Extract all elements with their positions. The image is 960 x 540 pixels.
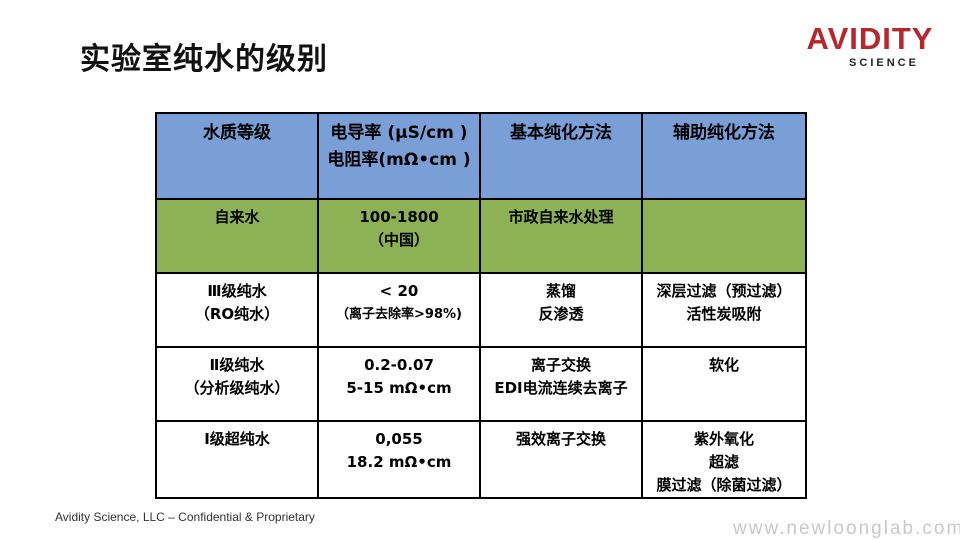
table-cell: 紫外氧化 超滤 膜过滤（除菌过滤） (641, 420, 807, 499)
table-cell: 市政自来水处理 (479, 198, 643, 274)
logo-wordmark: AVIDITY (806, 21, 934, 56)
table-cell: Ⅰ级超纯水 (155, 420, 319, 499)
header-grade: 水质等级 (155, 112, 319, 200)
cell-text: 强效离子交换 (515, 430, 606, 448)
cell-text: （分析级纯水） (184, 379, 290, 397)
header-text: 辅助纯化方法 (673, 123, 775, 143)
table-header-row: 水质等级 电导率 (μS/cm ) 电阻率(mΩ•cm ) 基本纯化方法 辅助纯… (155, 112, 807, 200)
header-text: 基本纯化方法 (510, 123, 612, 143)
cell-text: （RO纯水） (194, 305, 280, 323)
cell-text: Ⅰ级超纯水 (204, 430, 270, 448)
cell-text: 自来水 (214, 208, 260, 226)
table-cell: 蒸馏 反渗透 (479, 272, 643, 348)
avidity-logo: AVIDITY SCIENCE (800, 21, 940, 70)
table-cell: 深层过滤（预过滤） 活性炭吸附 (641, 272, 807, 348)
table-cell: 100-1800 （中国） (317, 198, 481, 274)
table-row: Ⅲ级纯水 （RO纯水） < 20 （离子去除率>98%) 蒸馏 反渗透 深层过滤… (155, 272, 807, 348)
cell-text: Ⅱ级纯水 (209, 356, 265, 374)
table-cell: Ⅲ级纯水 （RO纯水） (155, 272, 319, 348)
page-title: 实验室纯水的级别 (80, 42, 328, 77)
cell-text: 紫外氧化 (693, 430, 754, 448)
table-cell (641, 198, 807, 274)
footer-confidential: Avidity Science, LLC – Confidential & Pr… (55, 510, 315, 524)
cell-text: 超滤 (708, 453, 739, 471)
logo-subtitle: SCIENCE (849, 57, 919, 69)
header-conductivity: 电导率 (μS/cm ) 电阻率(mΩ•cm ) (317, 112, 481, 200)
table-cell: 自来水 (155, 198, 319, 274)
cell-text: （中国） (368, 231, 429, 249)
header-text: 电阻率(mΩ•cm ) (327, 150, 471, 170)
table-cell: 0.2-0.07 5-15 mΩ•cm (317, 346, 481, 422)
cell-text: （离子去除率>98%) (336, 307, 462, 322)
header-basic-method: 基本纯化方法 (479, 112, 643, 200)
cell-text: 5-15 mΩ•cm (346, 379, 452, 397)
cell-text: 反渗透 (538, 305, 584, 323)
cell-text: 18.2 mΩ•cm (346, 453, 452, 471)
cell-text: 市政自来水处理 (508, 208, 614, 226)
table-cell: 0,055 18.2 mΩ•cm (317, 420, 481, 499)
table-cell: < 20 （离子去除率>98%) (317, 272, 481, 348)
watermark-text: www.newloonglab.com (733, 518, 960, 539)
header-text: 电导率 (μS/cm ) (330, 123, 468, 143)
table-cell: Ⅱ级纯水 （分析级纯水） (155, 346, 319, 422)
table-row: Ⅰ级超纯水 0,055 18.2 mΩ•cm 强效离子交换 紫外氧化 超滤 膜过… (155, 420, 807, 499)
cell-text: Ⅲ级纯水 (207, 282, 267, 300)
cell-text: 0,055 (375, 430, 423, 448)
cell-text: 深层过滤（预过滤） (656, 282, 792, 300)
header-text: 水质等级 (203, 123, 271, 143)
cell-text: 100-1800 (359, 208, 439, 226)
water-grade-table: 水质等级 电导率 (μS/cm ) 电阻率(mΩ•cm ) 基本纯化方法 辅助纯… (155, 112, 807, 499)
table-row: 自来水 100-1800 （中国） 市政自来水处理 (155, 198, 807, 274)
cell-text: 活性炭吸附 (686, 305, 762, 323)
table-cell: 软化 (641, 346, 807, 422)
table-cell: 强效离子交换 (479, 420, 643, 499)
table-cell: 离子交换 EDI电流连续去离子 (479, 346, 643, 422)
cell-text: 蒸馏 (545, 282, 576, 300)
cell-text: 软化 (708, 356, 739, 374)
cell-text: 离子交换 (530, 356, 591, 374)
cell-text: EDI电流连续去离子 (494, 379, 628, 397)
table-row: Ⅱ级纯水 （分析级纯水） 0.2-0.07 5-15 mΩ•cm 离子交换 ED… (155, 346, 807, 422)
cell-text: 膜过滤（除菌过滤） (656, 476, 792, 494)
header-aux-method: 辅助纯化方法 (641, 112, 807, 200)
cell-text: < 20 (379, 282, 419, 300)
cell-text: 0.2-0.07 (364, 356, 434, 374)
